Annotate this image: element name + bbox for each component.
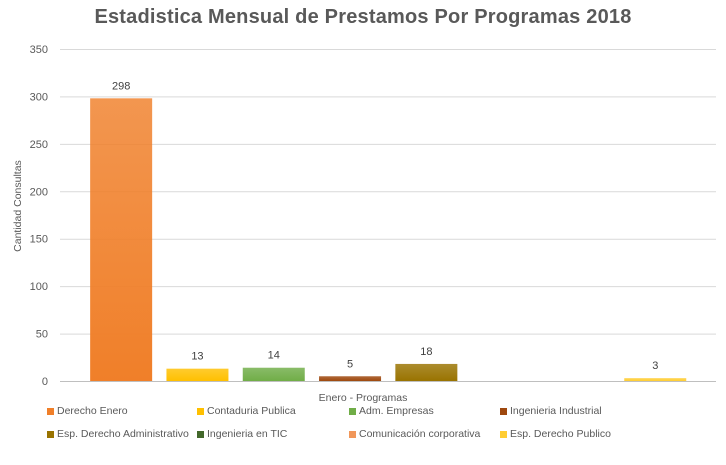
legend-label: Adm. Empresas bbox=[359, 405, 434, 417]
legend-swatch bbox=[197, 430, 204, 438]
bar-esp-derecho-administrativo[interactable] bbox=[395, 363, 458, 381]
y-tick-label: 150 bbox=[30, 234, 48, 246]
data-label: 18 bbox=[420, 346, 432, 358]
data-label: 13 bbox=[191, 351, 203, 363]
x-axis-label: Enero - Programas bbox=[318, 392, 408, 404]
legend-label: Comunicación corporativa bbox=[359, 428, 481, 440]
bar-adm-empresas[interactable] bbox=[242, 367, 305, 381]
y-tick-label: 350 bbox=[30, 44, 48, 56]
legend-item[interactable]: Contaduria Publica bbox=[197, 405, 296, 417]
y-tick-label: 200 bbox=[30, 186, 48, 198]
bar-ingenieria-industrial[interactable] bbox=[319, 376, 382, 381]
y-tick-label: 250 bbox=[30, 139, 48, 151]
bar-contaduria-publica[interactable] bbox=[166, 368, 229, 381]
legend-item[interactable]: Adm. Empresas bbox=[349, 405, 434, 417]
legend-swatch bbox=[47, 430, 54, 438]
y-tick-label: 0 bbox=[42, 376, 48, 388]
y-tick-label: 50 bbox=[36, 329, 48, 341]
bar-esp-derecho-publico[interactable] bbox=[624, 378, 687, 381]
legend-label: Derecho Enero bbox=[57, 405, 128, 417]
legend-label: Ingenieria Industrial bbox=[510, 405, 602, 417]
legend-swatch bbox=[500, 430, 507, 438]
legend-label: Contaduria Publica bbox=[207, 405, 296, 417]
data-label: 298 bbox=[112, 80, 130, 92]
legend-swatch bbox=[500, 407, 507, 415]
legend-item[interactable]: Esp. Derecho Publico bbox=[500, 428, 611, 440]
y-tick-label: 300 bbox=[30, 91, 48, 103]
legend-label: Ingenieria en TIC bbox=[207, 428, 288, 440]
chart-title: Estadistica Mensual de Prestamos Por Pro… bbox=[94, 6, 632, 28]
legend-label: Esp. Derecho Administrativo bbox=[57, 428, 189, 440]
y-tick-label: 100 bbox=[30, 281, 48, 293]
legend-label: Esp. Derecho Publico bbox=[510, 428, 611, 440]
data-label: 5 bbox=[347, 358, 353, 370]
legend-item[interactable]: Ingenieria en TIC bbox=[197, 428, 287, 440]
legend-item[interactable]: Esp. Derecho Administrativo bbox=[47, 428, 189, 440]
legend-swatch bbox=[349, 430, 356, 438]
bar-derecho-enero[interactable] bbox=[90, 98, 153, 381]
data-label: 14 bbox=[268, 350, 280, 362]
legend-item[interactable]: Comunicación corporativa bbox=[349, 428, 480, 440]
legend-item[interactable]: Derecho Enero bbox=[47, 405, 128, 417]
legend-swatch bbox=[47, 407, 54, 415]
data-label: 3 bbox=[652, 360, 658, 372]
legend-item[interactable]: Ingenieria Industrial bbox=[500, 405, 602, 417]
legend-swatch bbox=[349, 407, 356, 415]
legend-swatch bbox=[197, 407, 204, 415]
